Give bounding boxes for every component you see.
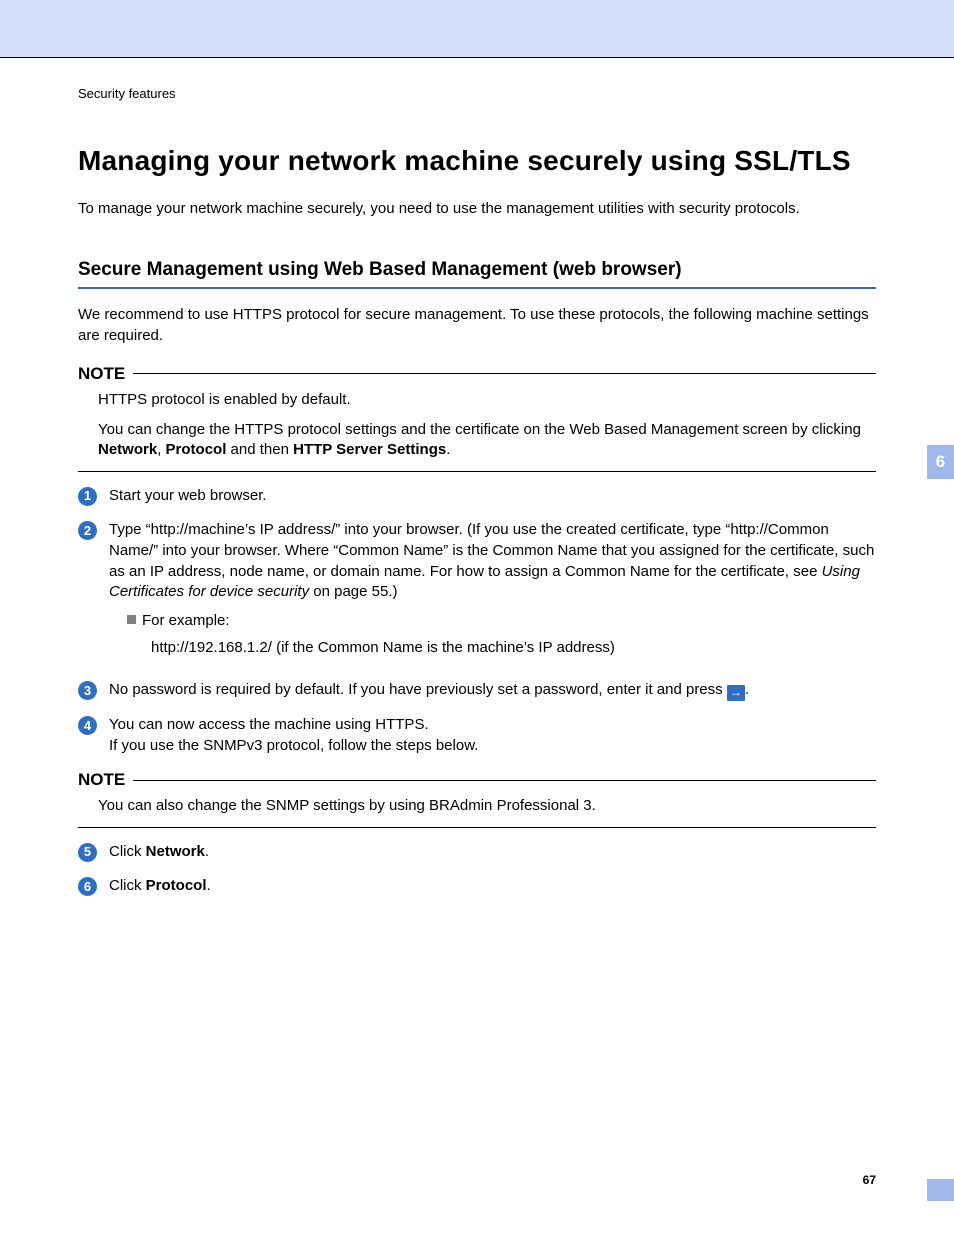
note-body: You can also change the SNMP settings by…: [78, 796, 876, 816]
top-bar: [0, 0, 954, 58]
step-text: You can now access the machine using HTT…: [109, 715, 876, 756]
note-header: NOTE: [78, 364, 876, 384]
note-rule: [133, 373, 876, 374]
step-line: You can now access the machine using HTT…: [109, 715, 876, 736]
bold-protocol: Protocol: [166, 441, 227, 458]
note-end-rule: [78, 827, 876, 828]
footer-accent-block: [927, 1179, 954, 1201]
step-text: Start your web browser.: [109, 486, 876, 507]
step-number-badge: 1: [78, 487, 97, 506]
arrow-right-icon[interactable]: →: [727, 685, 745, 701]
step-text-span: Click: [109, 877, 146, 894]
step-text: Click Protocol.: [109, 876, 876, 897]
step-number-badge: 4: [78, 716, 97, 735]
step-4: 4 You can now access the machine using H…: [78, 715, 876, 756]
note-rule: [133, 780, 876, 781]
note-line-1: You can also change the SNMP settings by…: [98, 796, 876, 816]
note-label: NOTE: [78, 770, 125, 790]
example-text: http://192.168.1.2/ (if the Common Name …: [109, 638, 876, 659]
bold-http-server: HTTP Server Settings: [293, 441, 446, 458]
step-text-span: .: [745, 681, 749, 698]
section-rule: [78, 287, 876, 289]
step-1: 1 Start your web browser.: [78, 486, 876, 507]
step-text-span: .: [205, 843, 209, 860]
step-number-badge: 3: [78, 681, 97, 700]
step-text-span: No password is required by default. If y…: [109, 681, 727, 698]
step-6: 6 Click Protocol.: [78, 876, 876, 897]
note-header: NOTE: [78, 770, 876, 790]
note-text: and then: [226, 441, 293, 458]
example-block: For example:: [109, 611, 876, 632]
step-text-span: on page 55.): [309, 583, 397, 600]
bold-network: Network: [98, 441, 157, 458]
step-5: 5 Click Network.: [78, 842, 876, 863]
bold-protocol: Protocol: [146, 877, 207, 894]
page-content: Security features Managing your network …: [0, 58, 954, 897]
step-text-span: Type “http://machine’s IP address/” into…: [109, 521, 874, 579]
page-title: Managing your network machine securely u…: [78, 145, 876, 177]
note-text: ,: [157, 441, 165, 458]
step-number-badge: 6: [78, 877, 97, 896]
step-number-badge: 2: [78, 521, 97, 540]
example-label: For example:: [142, 612, 230, 629]
step-text: Type “http://machine’s IP address/” into…: [109, 520, 876, 658]
chapter-tab[interactable]: 6: [927, 445, 954, 479]
step-text-span: Click: [109, 843, 146, 860]
note-end-rule: [78, 471, 876, 472]
section-heading: Secure Management using Web Based Manage…: [78, 259, 876, 281]
section-paragraph: We recommend to use HTTPS protocol for s…: [78, 305, 876, 346]
step-line: If you use the SNMPv3 protocol, follow t…: [109, 736, 876, 757]
step-text-span: .: [207, 877, 211, 894]
note-text: .: [446, 441, 450, 458]
page-number: 67: [863, 1173, 876, 1187]
note-line-2: You can change the HTTPS protocol settin…: [98, 420, 876, 461]
note-text: You can change the HTTPS protocol settin…: [98, 421, 861, 438]
step-2: 2 Type “http://machine’s IP address/” in…: [78, 520, 876, 658]
note-label: NOTE: [78, 364, 125, 384]
bold-network: Network: [146, 843, 205, 860]
breadcrumb: Security features: [78, 86, 876, 101]
step-3: 3 No password is required by default. If…: [78, 680, 876, 701]
note-body: HTTPS protocol is enabled by default. Yo…: [78, 390, 876, 461]
intro-paragraph: To manage your network machine securely,…: [78, 199, 876, 219]
step-text: Click Network.: [109, 842, 876, 863]
square-bullet-icon: [127, 615, 136, 624]
note-line-1: HTTPS protocol is enabled by default.: [98, 390, 876, 410]
step-number-badge: 5: [78, 843, 97, 862]
step-text: No password is required by default. If y…: [109, 680, 876, 701]
